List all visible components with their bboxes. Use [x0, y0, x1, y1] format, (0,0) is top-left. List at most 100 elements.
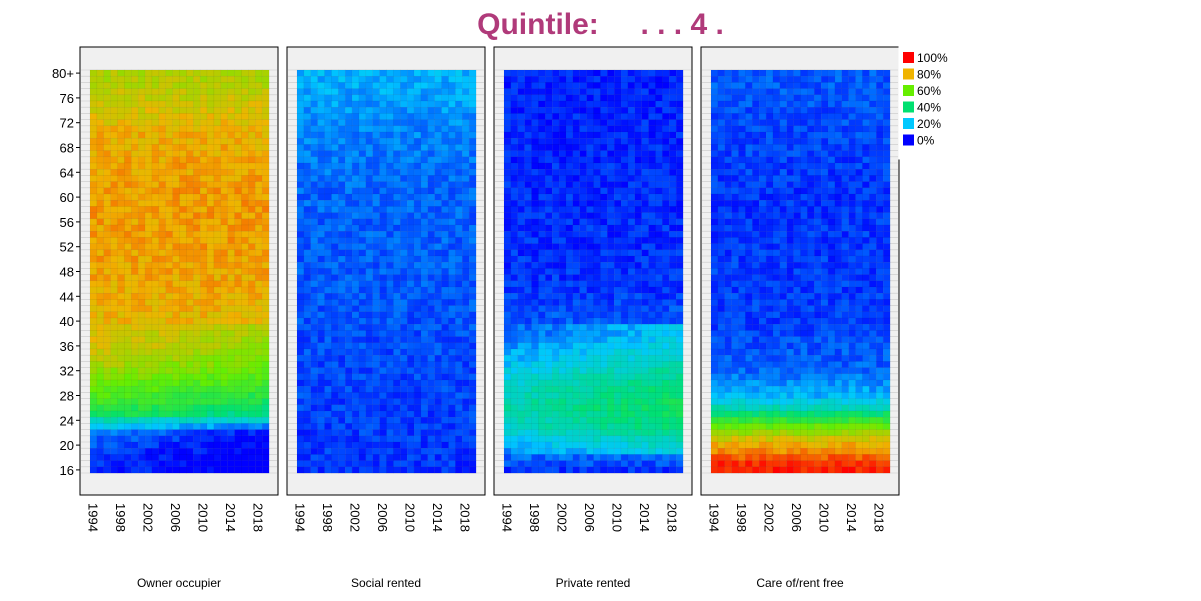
heatmap-cell	[366, 324, 373, 330]
heatmap-cell	[366, 151, 373, 157]
heatmap-cell	[111, 417, 118, 423]
heatmap-cell	[318, 423, 325, 429]
heatmap-cell	[448, 368, 455, 374]
heatmap-cell	[469, 200, 476, 206]
heatmap-cell	[428, 151, 435, 157]
heatmap-cell	[235, 461, 242, 467]
heatmap-cell	[532, 293, 539, 299]
heatmap-cell	[166, 262, 173, 268]
heatmap-cell	[435, 392, 442, 398]
heatmap-cell	[255, 219, 262, 225]
heatmap-cell	[159, 182, 166, 188]
heatmap-cell	[366, 374, 373, 380]
heatmap-cell	[552, 405, 559, 411]
heatmap-cell	[594, 299, 601, 305]
heatmap-cell	[469, 275, 476, 281]
heatmap-cell	[331, 268, 338, 274]
heatmap-cell	[235, 169, 242, 175]
heatmap-cell	[318, 213, 325, 219]
heatmap-cell	[532, 95, 539, 101]
heatmap-cell	[642, 399, 649, 405]
heatmap-cell	[621, 405, 628, 411]
heatmap-cell	[248, 374, 255, 380]
heatmap-cell	[325, 454, 332, 460]
heatmap-cell	[325, 175, 332, 181]
heatmap-cell	[635, 194, 642, 200]
heatmap-cell	[180, 299, 187, 305]
heatmap-cell	[387, 70, 394, 76]
heatmap-cell	[504, 448, 511, 454]
heatmap-cell	[255, 324, 262, 330]
heatmap-cell	[621, 374, 628, 380]
heatmap-cell	[511, 144, 518, 150]
heatmap-cell	[235, 200, 242, 206]
heatmap-cell	[635, 268, 642, 274]
heatmap-cell	[366, 380, 373, 386]
heatmap-cell	[538, 113, 545, 119]
heatmap-cell	[214, 250, 221, 256]
heatmap-cell	[214, 374, 221, 380]
heatmap-cell	[345, 299, 352, 305]
heatmap-cell	[642, 430, 649, 436]
heatmap-cell	[642, 380, 649, 386]
heatmap-cell	[518, 293, 525, 299]
heatmap-cell	[518, 182, 525, 188]
heatmap-cell	[200, 237, 207, 243]
heatmap-cell	[594, 436, 601, 442]
heatmap-cell	[338, 89, 345, 95]
heatmap-cell	[311, 355, 318, 361]
heatmap-cell	[525, 169, 532, 175]
heatmap-cell	[214, 76, 221, 82]
heatmap-cell	[635, 337, 642, 343]
heatmap-cell	[352, 244, 359, 250]
heatmap-cell	[207, 399, 214, 405]
heatmap-cell	[200, 349, 207, 355]
heatmap-cell	[359, 430, 366, 436]
heatmap-cell	[325, 330, 332, 336]
heatmap-cell	[635, 299, 642, 305]
heatmap-cell	[545, 138, 552, 144]
heatmap-cell	[131, 82, 138, 88]
heatmap-cell	[248, 256, 255, 262]
heatmap-cell	[173, 374, 180, 380]
heatmap-cell	[255, 299, 262, 305]
heatmap-cell	[455, 182, 462, 188]
heatmap-cell	[173, 163, 180, 169]
heatmap-cell	[428, 268, 435, 274]
heatmap-cell	[124, 349, 131, 355]
heatmap-cell	[90, 355, 97, 361]
heatmap-cell	[262, 281, 269, 287]
heatmap-cell	[428, 442, 435, 448]
heatmap-cell	[318, 399, 325, 405]
heatmap-cell	[566, 107, 573, 113]
heatmap-cell	[166, 411, 173, 417]
heatmap-cell	[518, 448, 525, 454]
heatmap-cell	[552, 151, 559, 157]
heatmap-cell	[538, 461, 545, 467]
heatmap-cell	[145, 120, 152, 126]
heatmap-cell	[214, 349, 221, 355]
heatmap-cell	[532, 442, 539, 448]
heatmap-cell	[545, 337, 552, 343]
heatmap-cell	[407, 442, 414, 448]
heatmap-cell	[138, 138, 145, 144]
heatmap-cell	[587, 213, 594, 219]
heatmap-cell	[628, 138, 635, 144]
heatmap-cell	[255, 330, 262, 336]
heatmap-cell	[104, 169, 111, 175]
heatmap-cell	[131, 306, 138, 312]
heatmap-cell	[414, 337, 421, 343]
heatmap-cell	[518, 343, 525, 349]
heatmap-cell	[573, 281, 580, 287]
heatmap-cell	[241, 163, 248, 169]
heatmap-cell	[97, 89, 104, 95]
heatmap-cell	[518, 399, 525, 405]
heatmap-cell	[469, 120, 476, 126]
heatmap-cell	[228, 206, 235, 212]
heatmap-cell	[118, 107, 125, 113]
heatmap-cell	[200, 144, 207, 150]
heatmap-cell	[228, 293, 235, 299]
heatmap-cell	[552, 231, 559, 237]
heatmap-cell	[366, 206, 373, 212]
heatmap-cell	[407, 448, 414, 454]
